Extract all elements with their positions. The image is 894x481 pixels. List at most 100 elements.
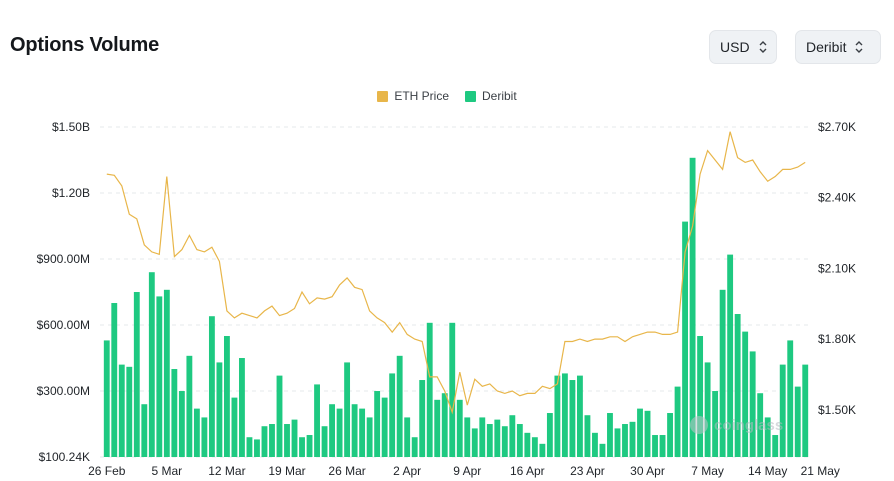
deribit-bar bbox=[269, 424, 275, 457]
deribit-bar bbox=[719, 289, 726, 457]
y-left-tick-label: $1.50B bbox=[52, 120, 90, 134]
page-title: Options Volume bbox=[10, 34, 160, 56]
currency-select-value: USD bbox=[720, 39, 750, 55]
deribit-bar bbox=[674, 386, 681, 457]
deribit-bar bbox=[291, 419, 298, 457]
deribit-bar bbox=[314, 384, 320, 457]
deribit-bar bbox=[524, 432, 531, 457]
deribit-bar bbox=[607, 413, 613, 457]
deribit-bar bbox=[426, 322, 433, 457]
deribit-bar bbox=[381, 397, 388, 457]
deribit-bar bbox=[531, 437, 538, 457]
x-tick-label: 2 Apr bbox=[393, 464, 421, 478]
deribit-bar bbox=[186, 355, 193, 457]
exchange-select[interactable]: Deribit bbox=[795, 30, 881, 64]
deribit-bar bbox=[449, 322, 456, 457]
deribit-bar bbox=[561, 373, 568, 457]
deribit-bar bbox=[239, 358, 245, 457]
deribit-bar bbox=[126, 366, 133, 457]
deribit-bar bbox=[404, 417, 411, 457]
deribit-bar bbox=[742, 331, 749, 457]
deribit-bar bbox=[156, 296, 163, 457]
deribit-bar bbox=[644, 410, 651, 457]
deribit-bar bbox=[321, 426, 328, 457]
legend-item-deribit[interactable]: Deribit bbox=[465, 89, 517, 103]
legend-swatch-deribit bbox=[465, 90, 476, 102]
deribit-bar bbox=[141, 404, 148, 457]
deribit-bar bbox=[727, 254, 734, 457]
deribit-bar bbox=[764, 417, 771, 457]
x-tick-label: 26 Feb bbox=[88, 464, 126, 478]
deribit-bar bbox=[652, 435, 658, 457]
chart-legend: ETH Price Deribit bbox=[0, 89, 894, 103]
deribit-bar bbox=[479, 417, 486, 457]
deribit-bar bbox=[584, 415, 591, 457]
deribit-bar bbox=[599, 443, 606, 457]
deribit-bar bbox=[193, 408, 200, 457]
deribit-bar bbox=[441, 393, 448, 457]
deribit-bar bbox=[396, 355, 403, 457]
deribit-bar bbox=[148, 272, 155, 457]
x-tick-label: 30 Apr bbox=[630, 464, 665, 478]
deribit-bar bbox=[689, 157, 696, 457]
deribit-bar bbox=[802, 364, 809, 457]
deribit-bar bbox=[389, 373, 396, 457]
deribit-bar bbox=[794, 386, 801, 457]
x-tick-label: 5 Mar bbox=[151, 464, 182, 478]
y-axis-right-labels: $1.50K $1.80K $2.10K $2.40K $2.70K bbox=[818, 120, 856, 417]
deribit-bar bbox=[516, 424, 523, 457]
y-right-tick-label: $1.80K bbox=[818, 332, 856, 346]
deribit-bar bbox=[546, 413, 553, 457]
deribit-bar bbox=[133, 292, 140, 457]
x-tick-label: 7 May bbox=[691, 464, 724, 478]
deribit-bar bbox=[772, 435, 779, 457]
x-tick-label: 12 Mar bbox=[208, 464, 245, 478]
deribit-bar bbox=[344, 362, 351, 457]
deribit-bar bbox=[171, 369, 178, 457]
deribit-bar bbox=[622, 424, 628, 457]
y-left-tick-label: $900.00M bbox=[37, 252, 90, 266]
y-right-tick-label: $2.40K bbox=[818, 191, 856, 205]
deribit-bar bbox=[667, 413, 673, 457]
deribit-bar bbox=[637, 408, 643, 457]
deribit-bar bbox=[374, 391, 381, 457]
deribit-bar bbox=[614, 428, 621, 457]
deribit-bar bbox=[787, 340, 794, 457]
legend-label-deribit: Deribit bbox=[482, 89, 517, 103]
deribit-bar bbox=[704, 362, 711, 457]
deribit-bar bbox=[456, 399, 463, 457]
deribit-bar bbox=[329, 404, 336, 457]
legend-item-eth-price[interactable]: ETH Price bbox=[377, 89, 449, 103]
deribit-bar bbox=[682, 221, 689, 457]
deribit-bar bbox=[501, 426, 508, 457]
deribit-bar bbox=[434, 399, 441, 457]
deribit-bar bbox=[163, 289, 170, 457]
y-axis-left-labels: $100.24K $300.00M $600.00M $900.00M $1.20B $1… bbox=[37, 120, 90, 464]
y-right-tick-label: $2.70K bbox=[818, 120, 856, 134]
deribit-bar bbox=[569, 380, 576, 457]
y-left-tick-label: $1.20B bbox=[52, 186, 90, 200]
currency-select[interactable]: USD bbox=[709, 30, 777, 64]
deribit-bar bbox=[554, 375, 561, 457]
deribit-bar bbox=[471, 428, 478, 457]
y-right-tick-label: $2.10K bbox=[818, 261, 856, 275]
deribit-bar bbox=[359, 408, 366, 457]
x-tick-label: 14 May bbox=[748, 464, 787, 478]
deribit-bar bbox=[246, 437, 253, 457]
deribit-bar bbox=[757, 393, 764, 457]
deribit-bar bbox=[299, 437, 305, 457]
deribit-bar bbox=[276, 375, 283, 457]
deribit-bar bbox=[509, 415, 516, 457]
x-tick-label: 26 Mar bbox=[328, 464, 365, 478]
deribit-bar bbox=[419, 380, 426, 457]
deribit-bar bbox=[712, 391, 719, 457]
deribit-bar bbox=[779, 364, 786, 457]
x-tick-label: 9 Apr bbox=[453, 464, 481, 478]
deribit-bar bbox=[494, 419, 501, 457]
legend-label-eth: ETH Price bbox=[394, 89, 449, 103]
deribit-bar bbox=[366, 417, 373, 457]
y-left-tick-label: $600.00M bbox=[37, 318, 90, 332]
deribit-bar bbox=[254, 439, 260, 457]
deribit-bar bbox=[486, 424, 493, 457]
